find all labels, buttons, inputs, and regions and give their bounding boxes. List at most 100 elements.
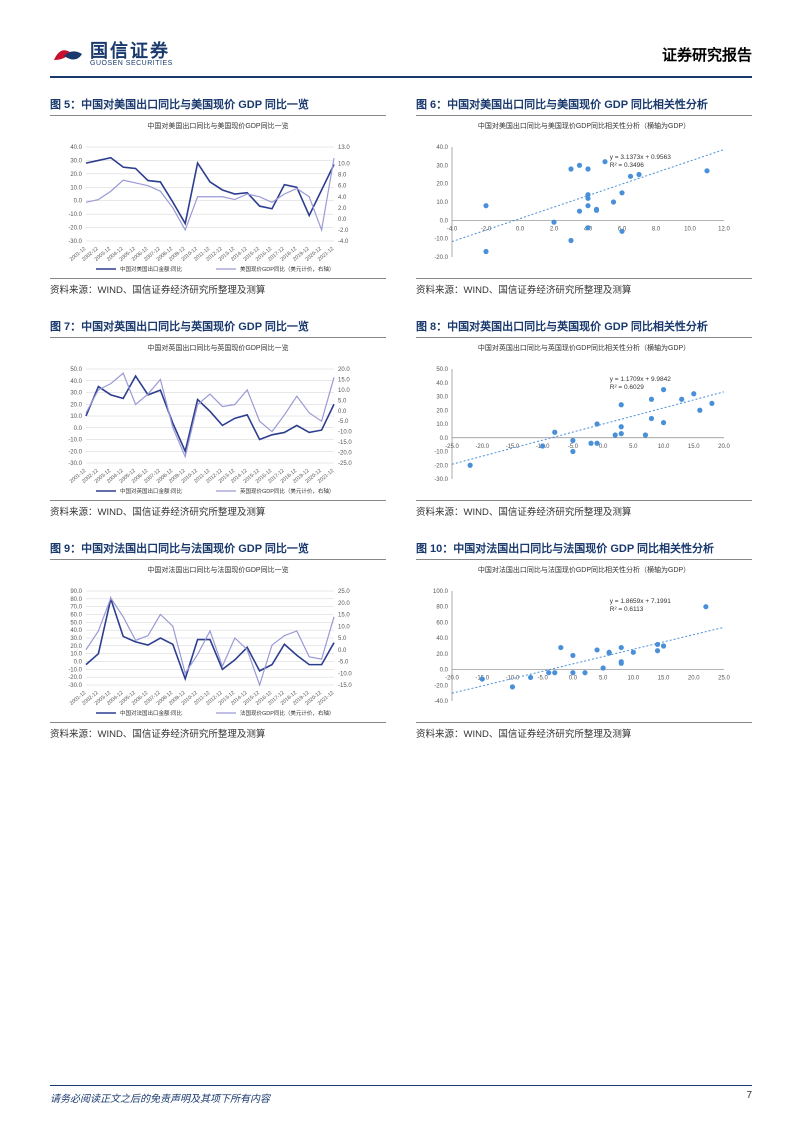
svg-text:-5.0: -5.0: [568, 444, 579, 450]
fig5-svg: -30.0-20.0-10.00.010.020.030.040.0-4.0-2…: [50, 131, 370, 275]
chart-box: 中国对法国出口同比与法国现价GDP同比一览-30.0-20.0-10.00.01…: [50, 562, 386, 720]
svg-text:20.0: 20.0: [70, 402, 82, 408]
svg-text:0.0: 0.0: [74, 660, 83, 666]
svg-text:40.0: 40.0: [70, 379, 82, 385]
chart-inner-title: 中国对法国出口同比与法国现价GDP同比相关性分析（横轴为GDP）: [416, 562, 752, 575]
svg-text:-5.0: -5.0: [338, 660, 349, 666]
svg-text:40.0: 40.0: [70, 145, 82, 151]
svg-text:-20.0: -20.0: [434, 463, 448, 469]
svg-text:30.0: 30.0: [70, 636, 82, 642]
chart-box: 中国对美国出口同比与美国现价GDP同比相关性分析（横轴为GDP） -20.0 -10…: [416, 118, 752, 276]
figure-fig9: 图 9：中国对法国出口同比与法国现价 GDP 同比一览中国对法国出口同比与法国现…: [50, 540, 386, 740]
svg-text:0.0: 0.0: [440, 218, 449, 224]
svg-text:-20.0: -20.0: [338, 451, 352, 457]
source-text: 资料来源：WIND、国信证券经济研究所整理及测算: [416, 722, 752, 740]
svg-text:0.0: 0.0: [74, 199, 83, 205]
chart-inner-title: 中国对美国出口同比与美国现价GDP同比相关性分析（横轴为GDP）: [416, 118, 752, 131]
svg-text:-10.0: -10.0: [506, 676, 520, 682]
company-logo-icon: [50, 40, 84, 68]
svg-text:40.0: 40.0: [70, 628, 82, 634]
svg-text:25.0: 25.0: [338, 589, 350, 595]
svg-text:0.0: 0.0: [516, 226, 525, 232]
chart-box: 中国对英国出口同比与英国现价GDP同比相关性分析（横轴为GDP）-30.0-20…: [416, 340, 752, 498]
chart-inner-title: 中国对法国出口同比与法国现价GDP同比一览: [50, 562, 386, 575]
svg-text:R² = 0.3496: R² = 0.3496: [610, 162, 645, 169]
svg-text:60.0: 60.0: [70, 613, 82, 619]
company-name-cn: 国信证券: [90, 42, 173, 60]
page-header: 国信证券 GUOSEN SECURITIES 证券研究报告: [50, 40, 752, 78]
svg-text:-5.0: -5.0: [338, 419, 349, 425]
svg-text:20.0: 20.0: [70, 644, 82, 650]
svg-text:10.0: 10.0: [627, 676, 639, 682]
svg-text:5.0: 5.0: [629, 444, 638, 450]
svg-text:2.0: 2.0: [550, 226, 559, 232]
svg-text:30.0: 30.0: [436, 395, 448, 401]
svg-text:-25.0: -25.0: [338, 461, 352, 467]
svg-text:20.0: 20.0: [718, 444, 730, 450]
figure-caption: 图 10：中国对法国出口同比与法国现价 GDP 同比相关性分析: [416, 540, 752, 560]
svg-text:中国对法国出口金额:同比: 中国对法国出口金额:同比: [120, 709, 183, 717]
logo-block: 国信证券 GUOSEN SECURITIES: [50, 40, 173, 68]
svg-text:13.0: 13.0: [338, 145, 350, 151]
svg-text:-4.0: -4.0: [338, 239, 349, 245]
svg-text:-20.0: -20.0: [434, 683, 448, 689]
svg-text:20.0: 20.0: [436, 652, 448, 658]
svg-text:80.0: 80.0: [70, 597, 82, 603]
svg-text:法国现价GDP同比（美元计价，右轴）: 法国现价GDP同比（美元计价，右轴）: [240, 709, 334, 717]
svg-text:15.0: 15.0: [338, 377, 350, 383]
svg-text:R² = 0.6029: R² = 0.6029: [610, 384, 645, 391]
svg-text:4.0: 4.0: [338, 195, 347, 201]
page-number: 7: [746, 1090, 752, 1105]
figure-fig6: 图 6：中国对美国出口同比与美国现价 GDP 同比相关性分析中国对美国出口同比与…: [416, 96, 752, 296]
svg-text:-15.0: -15.0: [338, 440, 352, 446]
source-text: 资料来源：WIND、国信证券经济研究所整理及测算: [50, 722, 386, 740]
svg-text:10.0: 10.0: [436, 200, 448, 206]
svg-text:6.0: 6.0: [338, 184, 347, 190]
svg-text:5.0: 5.0: [338, 636, 347, 642]
figure-fig5: 图 5：中国对美国出口同比与美国现价 GDP 同比一览中国对美国出口同比与美国现…: [50, 96, 386, 296]
figure-caption: 图 9：中国对法国出口同比与法国现价 GDP 同比一览: [50, 540, 386, 560]
svg-text:20.0: 20.0: [688, 676, 700, 682]
source-text: 资料来源：WIND、国信证券经济研究所整理及测算: [50, 278, 386, 296]
svg-text:0.0: 0.0: [338, 409, 347, 415]
svg-text:-30.0: -30.0: [68, 239, 82, 245]
chart-inner-title: 中国对英国出口同比与英国现价GDP同比相关性分析（横轴为GDP）: [416, 340, 752, 353]
svg-text:-30.0: -30.0: [68, 683, 82, 689]
source-text: 资料来源：WIND、国信证券经济研究所整理及测算: [416, 278, 752, 296]
svg-text:-20.0: -20.0: [434, 255, 448, 261]
charts-grid: 图 5：中国对美国出口同比与美国现价 GDP 同比一览中国对美国出口同比与美国现…: [50, 96, 752, 740]
svg-text:0.0: 0.0: [440, 668, 449, 674]
svg-text:10.0: 10.0: [338, 388, 350, 394]
figure-caption: 图 7：中国对英国出口同比与英国现价 GDP 同比一览: [50, 318, 386, 338]
svg-text:60.0: 60.0: [436, 620, 448, 626]
fig7-svg: -30.0-20.0-10.00.010.020.030.040.050.0-2…: [50, 353, 370, 497]
svg-text:-5.0: -5.0: [537, 676, 548, 682]
svg-text:-20.0: -20.0: [68, 226, 82, 232]
svg-text:-10.0: -10.0: [434, 237, 448, 243]
svg-text:20.0: 20.0: [436, 182, 448, 188]
svg-text:10.0: 10.0: [70, 185, 82, 191]
svg-text:15.0: 15.0: [338, 613, 350, 619]
svg-text:-10.0: -10.0: [338, 671, 352, 677]
svg-text:0.0: 0.0: [74, 426, 83, 432]
svg-text:y = 1.8659x + 7.1991: y = 1.8659x + 7.1991: [610, 598, 671, 605]
svg-text:10.0: 10.0: [70, 414, 82, 420]
svg-text:y = 1.1709x + 9.9842: y = 1.1709x + 9.9842: [610, 376, 671, 383]
disclaimer-text: 请务必阅读正文之后的免责声明及其项下所有内容: [50, 1090, 270, 1105]
figure-fig7: 图 7：中国对英国出口同比与英国现价 GDP 同比一览中国对英国出口同比与英国现…: [50, 318, 386, 518]
figure-fig8: 图 8：中国对英国出口同比与英国现价 GDP 同比相关性分析中国对英国出口同比与…: [416, 318, 752, 518]
svg-text:70.0: 70.0: [70, 605, 82, 611]
svg-text:-10.0: -10.0: [68, 438, 82, 444]
svg-text:英国现价GDP同比（美元计价，右轴）: 英国现价GDP同比（美元计价，右轴）: [240, 487, 334, 495]
svg-text:8.0: 8.0: [338, 173, 347, 179]
svg-text:20.0: 20.0: [436, 408, 448, 414]
svg-text:12.0: 12.0: [718, 226, 730, 232]
svg-text:-10.0: -10.0: [338, 430, 352, 436]
svg-text:0.0: 0.0: [338, 648, 347, 654]
svg-text:5.0: 5.0: [338, 398, 347, 404]
svg-text:R² = 0.6113: R² = 0.6113: [610, 606, 644, 613]
svg-text:15.0: 15.0: [688, 444, 700, 450]
svg-text:0.0: 0.0: [338, 217, 347, 223]
chart-box: 中国对法国出口同比与法国现价GDP同比相关性分析（横轴为GDP）-40.0-20…: [416, 562, 752, 720]
svg-text:80.0: 80.0: [436, 605, 448, 611]
